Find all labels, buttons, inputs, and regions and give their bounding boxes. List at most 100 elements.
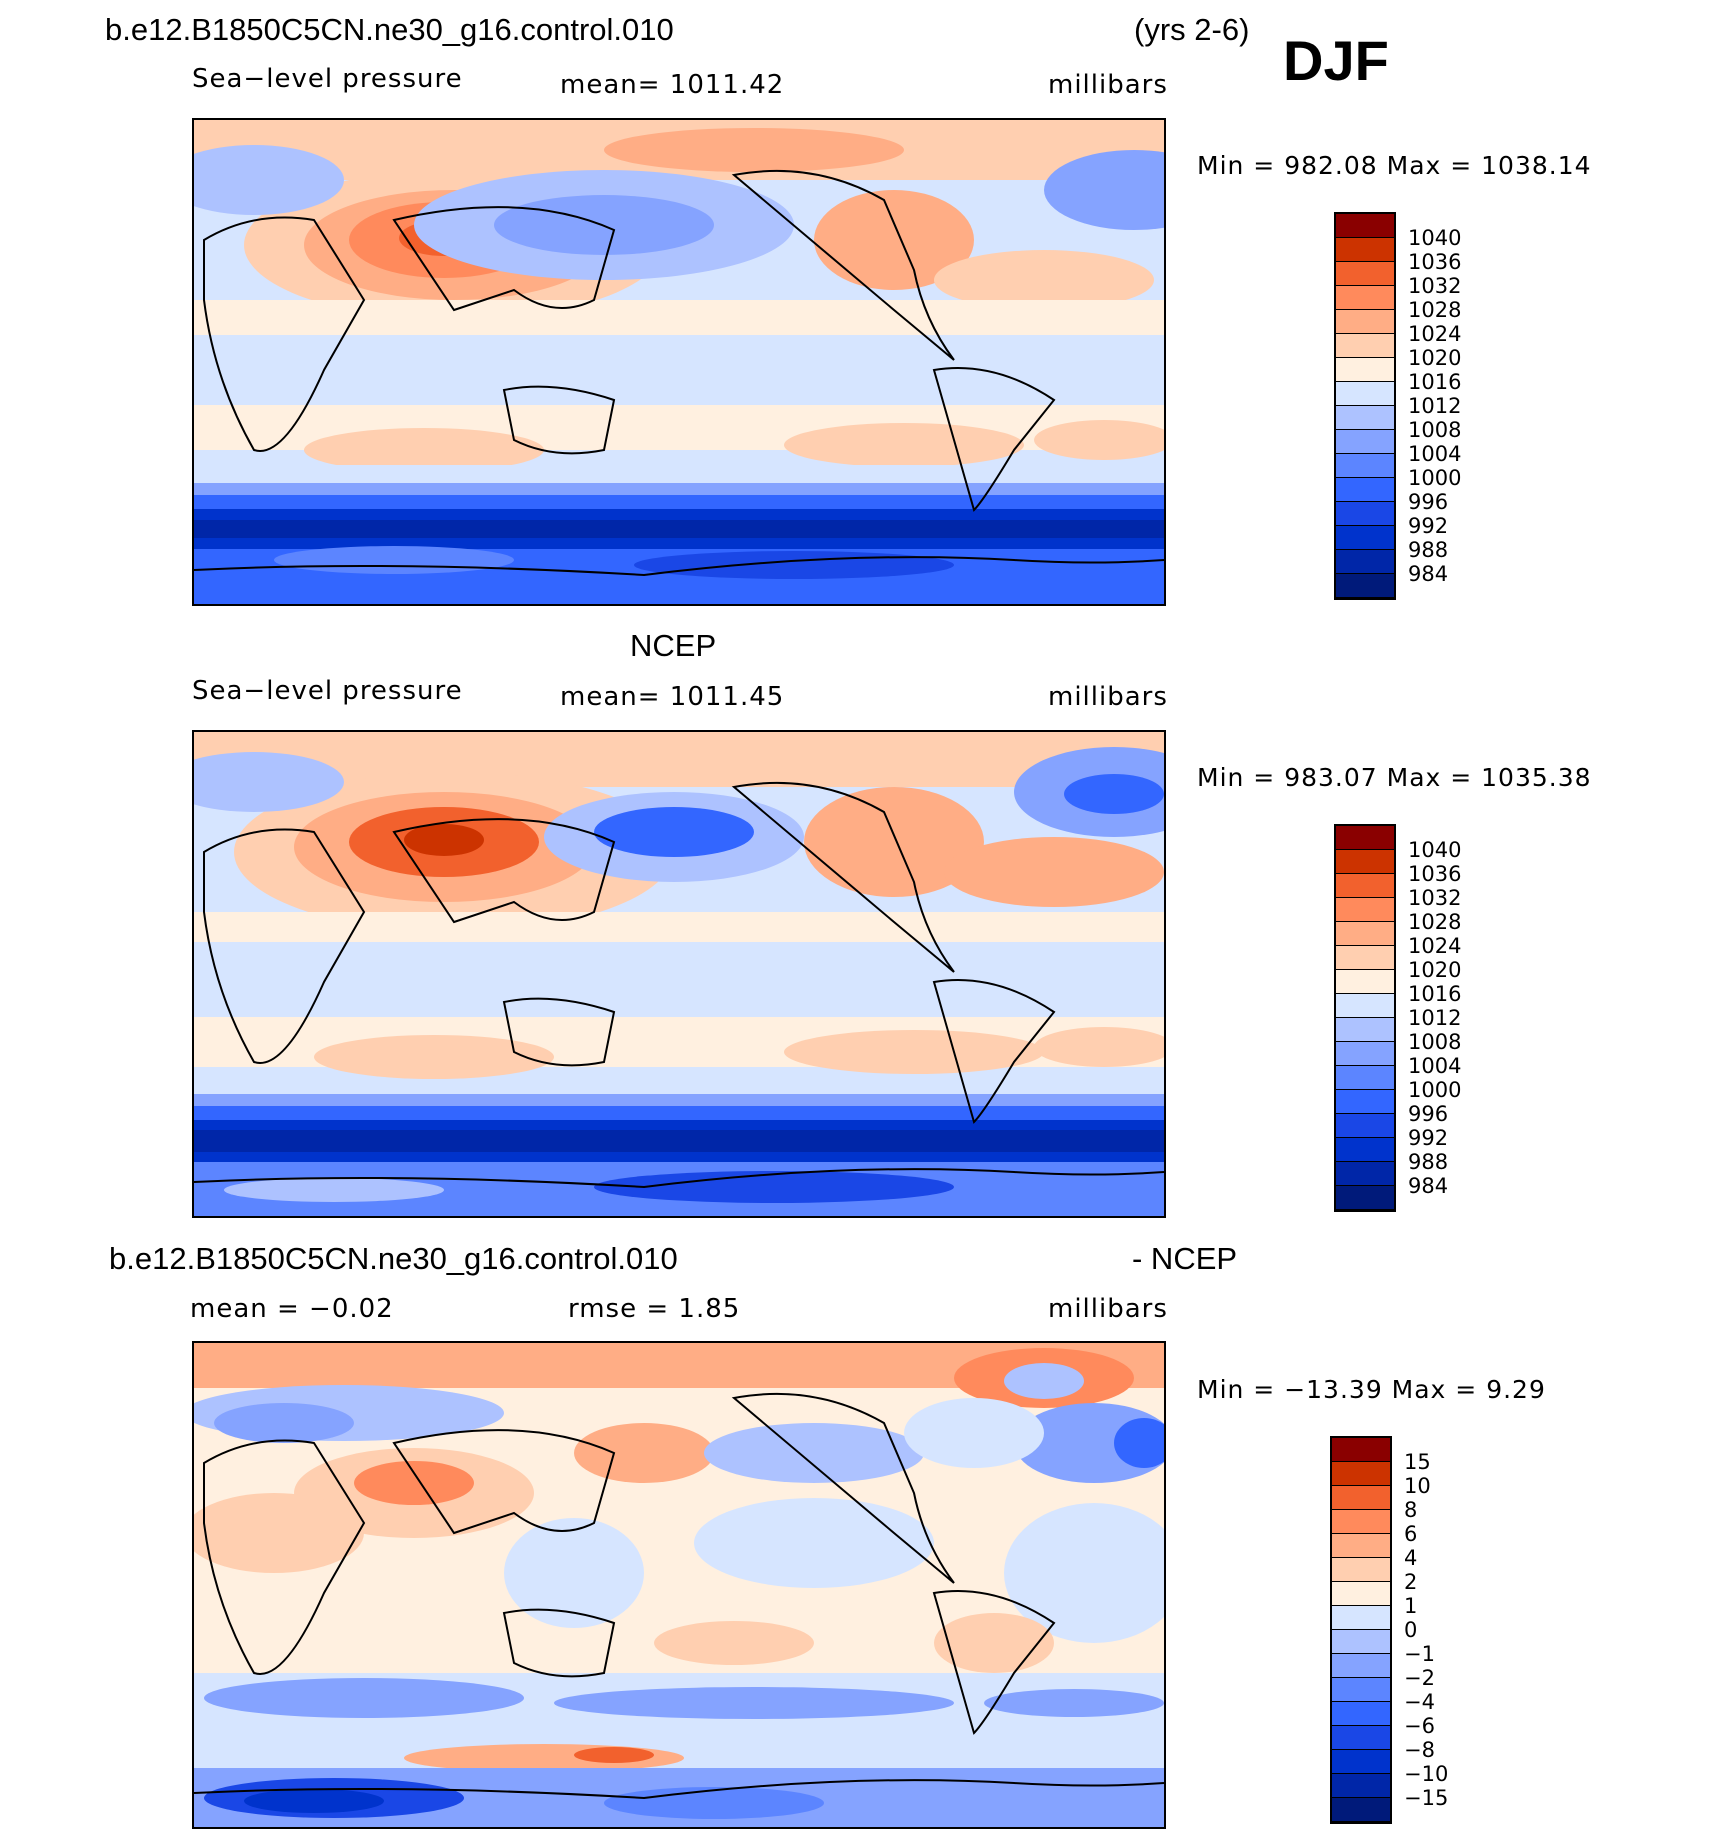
panel2-contour-field <box>194 732 1164 1216</box>
colorbar-label: 2 <box>1404 1570 1418 1594</box>
colorbar-swatch <box>1332 1798 1390 1822</box>
colorbar-label: 996 <box>1408 1102 1449 1126</box>
colorbar-swatch <box>1336 574 1394 598</box>
colorbar-swatch <box>1336 1042 1394 1066</box>
colorbar-label: 1000 <box>1408 466 1462 490</box>
colorbar-swatch <box>1332 1582 1390 1606</box>
years-label: (yrs 2-6) <box>1134 12 1250 47</box>
colorbar-label: 1040 <box>1408 226 1462 250</box>
colorbar-swatch <box>1336 454 1394 478</box>
colorbar-label: 1016 <box>1408 982 1462 1006</box>
colorbar-label: 1024 <box>1408 934 1462 958</box>
panel2-map <box>192 730 1166 1218</box>
panel2-title: NCEP <box>630 628 717 663</box>
panel2-units: millibars <box>1048 682 1168 712</box>
colorbar-label: 1012 <box>1408 394 1462 418</box>
panel1-contour-field <box>194 120 1164 604</box>
panel3-title-left: b.e12.B1850C5CN.ne30_g16.control.010 <box>109 1241 678 1276</box>
colorbar-label: 1024 <box>1408 322 1462 346</box>
colorbar-swatch <box>1336 358 1394 382</box>
colorbar-label: 1032 <box>1408 886 1462 910</box>
panel1-variable: Sea−level pressure <box>192 64 463 94</box>
colorbar-swatch <box>1336 994 1394 1018</box>
colorbar-swatch <box>1336 550 1394 574</box>
colorbar-label: 15 <box>1404 1450 1431 1474</box>
colorbar-swatch <box>1336 898 1394 922</box>
colorbar-label: 992 <box>1408 514 1449 538</box>
panel1-mean: mean= 1011.42 <box>560 70 785 100</box>
colorbar-swatch <box>1336 922 1394 946</box>
colorbar-label: −8 <box>1404 1738 1435 1762</box>
season-label: DJF <box>1283 29 1389 92</box>
colorbar-swatch <box>1336 526 1394 550</box>
case-title: b.e12.B1850C5CN.ne30_g16.control.010 <box>105 12 674 47</box>
colorbar-swatch <box>1332 1702 1390 1726</box>
colorbar-box <box>1334 824 1396 1212</box>
colorbar-swatch <box>1336 334 1394 358</box>
panel1-map <box>192 118 1166 606</box>
colorbar-swatch <box>1332 1510 1390 1534</box>
colorbar-label: 1016 <box>1408 370 1462 394</box>
colorbar-swatch <box>1336 286 1394 310</box>
colorbar-swatch <box>1336 310 1394 334</box>
panel1-units: millibars <box>1048 70 1168 100</box>
colorbar-label: 992 <box>1408 1126 1449 1150</box>
colorbar-swatch <box>1332 1462 1390 1486</box>
colorbar-swatch <box>1336 970 1394 994</box>
colorbar-box <box>1334 212 1396 600</box>
colorbar-swatch <box>1336 430 1394 454</box>
colorbar-swatch <box>1332 1534 1390 1558</box>
colorbar-label: 6 <box>1404 1522 1418 1546</box>
colorbar-swatch <box>1332 1774 1390 1798</box>
colorbar-label: 1004 <box>1408 1054 1462 1078</box>
colorbar-swatch <box>1336 1114 1394 1138</box>
panel2-variable: Sea−level pressure <box>192 676 463 706</box>
colorbar-label: 1008 <box>1408 1030 1462 1054</box>
colorbar-swatch <box>1336 1090 1394 1114</box>
panel2-mean: mean= 1011.45 <box>560 682 785 712</box>
colorbar-label: 984 <box>1408 562 1449 586</box>
panel3-units: millibars <box>1048 1294 1168 1324</box>
colorbar-label: 984 <box>1408 1174 1449 1198</box>
panel3-mean: mean = −0.02 <box>190 1294 394 1324</box>
colorbar-swatch <box>1336 262 1394 286</box>
colorbar-swatch <box>1336 214 1394 238</box>
colorbar-label: 1 <box>1404 1594 1418 1618</box>
colorbar-swatch <box>1332 1726 1390 1750</box>
colorbar-swatch <box>1332 1678 1390 1702</box>
colorbar-label: 1028 <box>1408 298 1462 322</box>
colorbar-swatch <box>1336 826 1394 850</box>
colorbar-label: 0 <box>1404 1618 1418 1642</box>
colorbar-swatch <box>1336 1162 1394 1186</box>
colorbar-swatch <box>1332 1438 1390 1462</box>
colorbar-label: 1000 <box>1408 1078 1462 1102</box>
colorbar-swatch <box>1336 946 1394 970</box>
colorbar-swatch <box>1336 478 1394 502</box>
colorbar-label: 10 <box>1404 1474 1431 1498</box>
colorbar-label: −10 <box>1404 1762 1449 1786</box>
colorbar-label: 996 <box>1408 490 1449 514</box>
colorbar-label: 1040 <box>1408 838 1462 862</box>
colorbar-label: −1 <box>1404 1642 1435 1666</box>
panel3-minmax: Min = −13.39 Max = 9.29 <box>1197 1375 1546 1404</box>
colorbar-box <box>1330 1436 1392 1824</box>
colorbar-label: 1036 <box>1408 862 1462 886</box>
colorbar-swatch <box>1336 238 1394 262</box>
colorbar-label: −2 <box>1404 1666 1435 1690</box>
colorbar-label: 1004 <box>1408 442 1462 466</box>
colorbar-label: 1036 <box>1408 250 1462 274</box>
colorbar-swatch <box>1336 1186 1394 1210</box>
colorbar-label: 1012 <box>1408 1006 1462 1030</box>
colorbar-label: −15 <box>1404 1786 1449 1810</box>
colorbar-swatch <box>1336 850 1394 874</box>
colorbar-swatch <box>1336 502 1394 526</box>
panel3-map <box>192 1341 1166 1829</box>
colorbar-label: 988 <box>1408 1150 1449 1174</box>
panel3-title-right: - NCEP <box>1132 1241 1238 1276</box>
colorbar-label: 8 <box>1404 1498 1418 1522</box>
colorbar-label: 1028 <box>1408 910 1462 934</box>
colorbar-swatch <box>1336 874 1394 898</box>
colorbar-swatch <box>1332 1630 1390 1654</box>
colorbar-swatch <box>1332 1654 1390 1678</box>
colorbar-label: 1020 <box>1408 346 1462 370</box>
